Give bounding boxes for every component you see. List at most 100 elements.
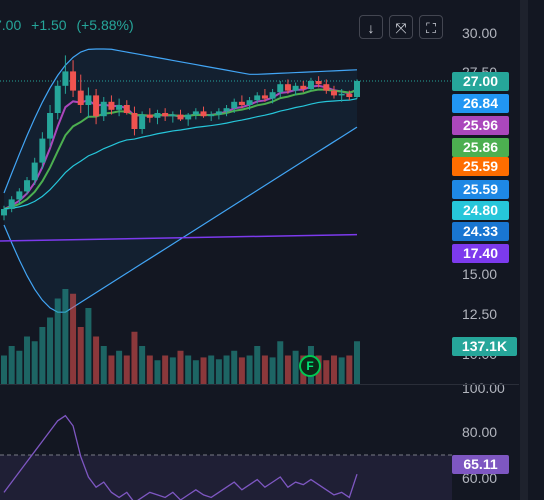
rsi-tick: 100.00: [462, 380, 505, 396]
rsi-tick: 80.00: [462, 424, 498, 440]
candle-body: [338, 93, 345, 96]
collapse-button[interactable]: ⤧: [389, 15, 413, 39]
volume-bar: [131, 331, 138, 384]
fullscreen-button[interactable]: ⛶: [419, 15, 443, 39]
volume-bar: [277, 341, 284, 384]
pane-separator[interactable]: [0, 384, 519, 385]
ma-long-line: [0, 233, 358, 242]
volume-bar: [338, 357, 345, 384]
candle-body: [8, 199, 15, 209]
volume-bar: [31, 341, 38, 384]
rsi-line: [3, 414, 358, 500]
volume-bar: [261, 355, 268, 384]
price-badge-ema-fast: 25.96: [452, 116, 509, 135]
volume-bar: [185, 355, 192, 384]
scroll-down-button[interactable]: ↓: [359, 15, 383, 39]
candle-body: [315, 81, 322, 85]
candle-body: [131, 113, 138, 129]
volume-bar: [238, 357, 245, 384]
candle-body: [77, 90, 84, 105]
volume-bar: [16, 350, 23, 384]
volume-bar: [215, 359, 222, 384]
arrow-down-icon: ↓: [367, 20, 375, 36]
candle-body: [200, 111, 207, 117]
rsi-badge: 65.11: [452, 455, 509, 474]
financials-event-marker[interactable]: F: [299, 355, 321, 377]
volume-bar: [330, 355, 337, 384]
volume-bar: [62, 289, 69, 384]
price-badge-ma-long: 17.40: [452, 244, 509, 263]
candle-body: [223, 108, 230, 112]
volume-badge: 137.1K: [452, 337, 517, 356]
candle-body: [300, 85, 307, 89]
volume-bar: [1, 355, 7, 384]
candle-body: [1, 209, 7, 216]
candle-body: [24, 180, 31, 192]
volume-bar: [269, 357, 276, 384]
legend-change: +1.50: [31, 17, 67, 33]
volume-bar: [223, 355, 230, 384]
candle-body: [231, 101, 238, 109]
price-badge-bb-lower: 24.33: [452, 222, 509, 241]
candle-body: [254, 95, 261, 101]
candle-body: [62, 71, 69, 86]
candle-body: [261, 95, 268, 99]
volume-bar: [192, 360, 199, 384]
volume-bar: [169, 357, 176, 384]
candle-body: [354, 81, 360, 97]
volume-bar: [77, 327, 84, 384]
volume-bar: [108, 355, 115, 384]
volume-bar: [24, 336, 31, 384]
legend-change-pct: (+5.88%): [76, 17, 134, 33]
candle-body: [154, 113, 161, 118]
legend-last: 7.00: [0, 17, 22, 33]
volume-bar: [200, 357, 207, 384]
candle-body: [54, 85, 61, 113]
right-edge-panel: [528, 0, 544, 500]
volume-bar: [8, 346, 15, 384]
volume-bar: [354, 341, 360, 384]
price-badge-ma-slow: 24.80: [452, 201, 509, 220]
candle-body: [85, 95, 92, 105]
price-tick: 12.50: [462, 306, 498, 322]
rsi-zone: [0, 455, 452, 500]
collapse-icon: ⤧: [395, 20, 407, 36]
bollinger-upper-line: [3, 48, 358, 194]
volume-bar: [139, 346, 146, 384]
volume-bar: [323, 360, 330, 384]
candle-body: [307, 81, 314, 89]
candle-body: [116, 105, 123, 110]
candle-body: [93, 95, 100, 117]
price-badge-bb-upper: 26.84: [452, 94, 509, 113]
volume-bar: [39, 327, 46, 384]
price-badge-bb-basis: 25.59: [452, 180, 509, 199]
volume-bar: [154, 360, 161, 384]
candle-body: [192, 111, 199, 115]
volume-bar: [246, 355, 253, 384]
price-badge-orange: 25.59: [452, 157, 509, 176]
price-badge-last: 27.00: [452, 72, 509, 91]
volume-bar: [162, 355, 169, 384]
volume-bar: [146, 355, 153, 384]
chart-canvas[interactable]: [0, 0, 520, 500]
right-scrollbar[interactable]: [520, 0, 528, 500]
volume-bar: [346, 355, 353, 384]
volume-bar: [284, 355, 291, 384]
volume-bar: [292, 350, 299, 384]
volume-bar: [54, 298, 61, 384]
candle-body: [238, 101, 245, 105]
volume-bar: [116, 350, 123, 384]
volume-bar: [208, 355, 215, 384]
price-badge-ema-mid: 25.86: [452, 138, 509, 157]
volume-bar: [70, 293, 77, 384]
candle-body: [100, 101, 107, 117]
candle-body: [169, 114, 176, 117]
volume-bar: [100, 346, 107, 384]
candle-body: [108, 101, 115, 110]
candle-body: [208, 114, 215, 117]
volume-bar: [93, 336, 100, 384]
volume-bar: [254, 346, 261, 384]
candle-body: [323, 84, 330, 91]
ohlc-legend: 7.00 +1.50 (+5.88%): [0, 17, 140, 33]
candle-body: [31, 162, 38, 181]
